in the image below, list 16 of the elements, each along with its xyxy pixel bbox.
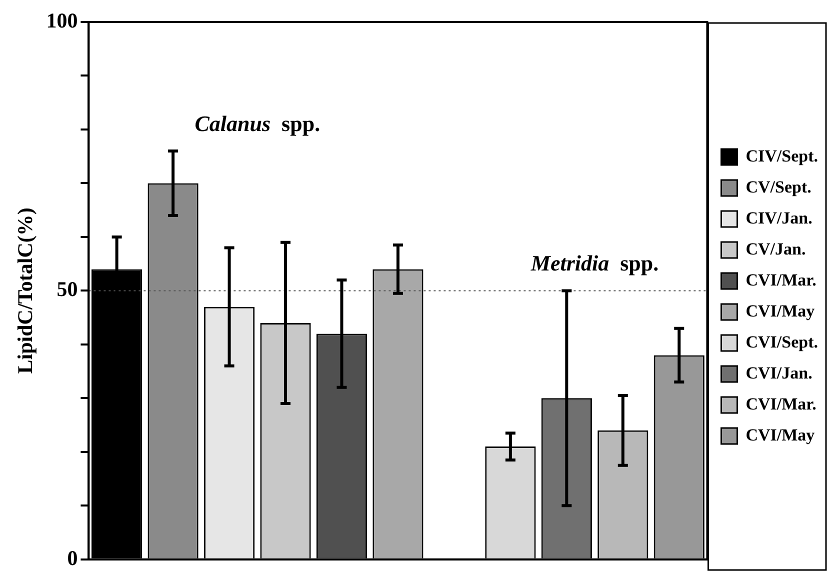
y-tick-label: 50 xyxy=(56,277,78,302)
legend-label: CVI/Mar. xyxy=(746,394,816,414)
legend-label: CV/Sept. xyxy=(746,177,812,196)
legend-label: CVI/Mar. xyxy=(746,270,816,290)
legend-label: CV/Jan. xyxy=(746,239,806,258)
annotation: Calanus spp. xyxy=(194,110,320,136)
legend-label: CVI/May xyxy=(746,425,816,444)
legend-label: CVI/Jan. xyxy=(746,363,812,382)
y-tick-label: 0 xyxy=(67,546,78,570)
annotation: Metridia spp. xyxy=(530,250,659,276)
y-axis-title: LipidC/TotalC(%) xyxy=(13,208,38,374)
legend-label: CVI/Sept. xyxy=(746,332,818,352)
legend-label: CIV/Jan. xyxy=(746,208,812,228)
y-tick-label: 100 xyxy=(46,8,78,32)
legend-label: CIV/Sept. xyxy=(746,146,818,166)
legend-label: CVI/May xyxy=(746,301,816,320)
